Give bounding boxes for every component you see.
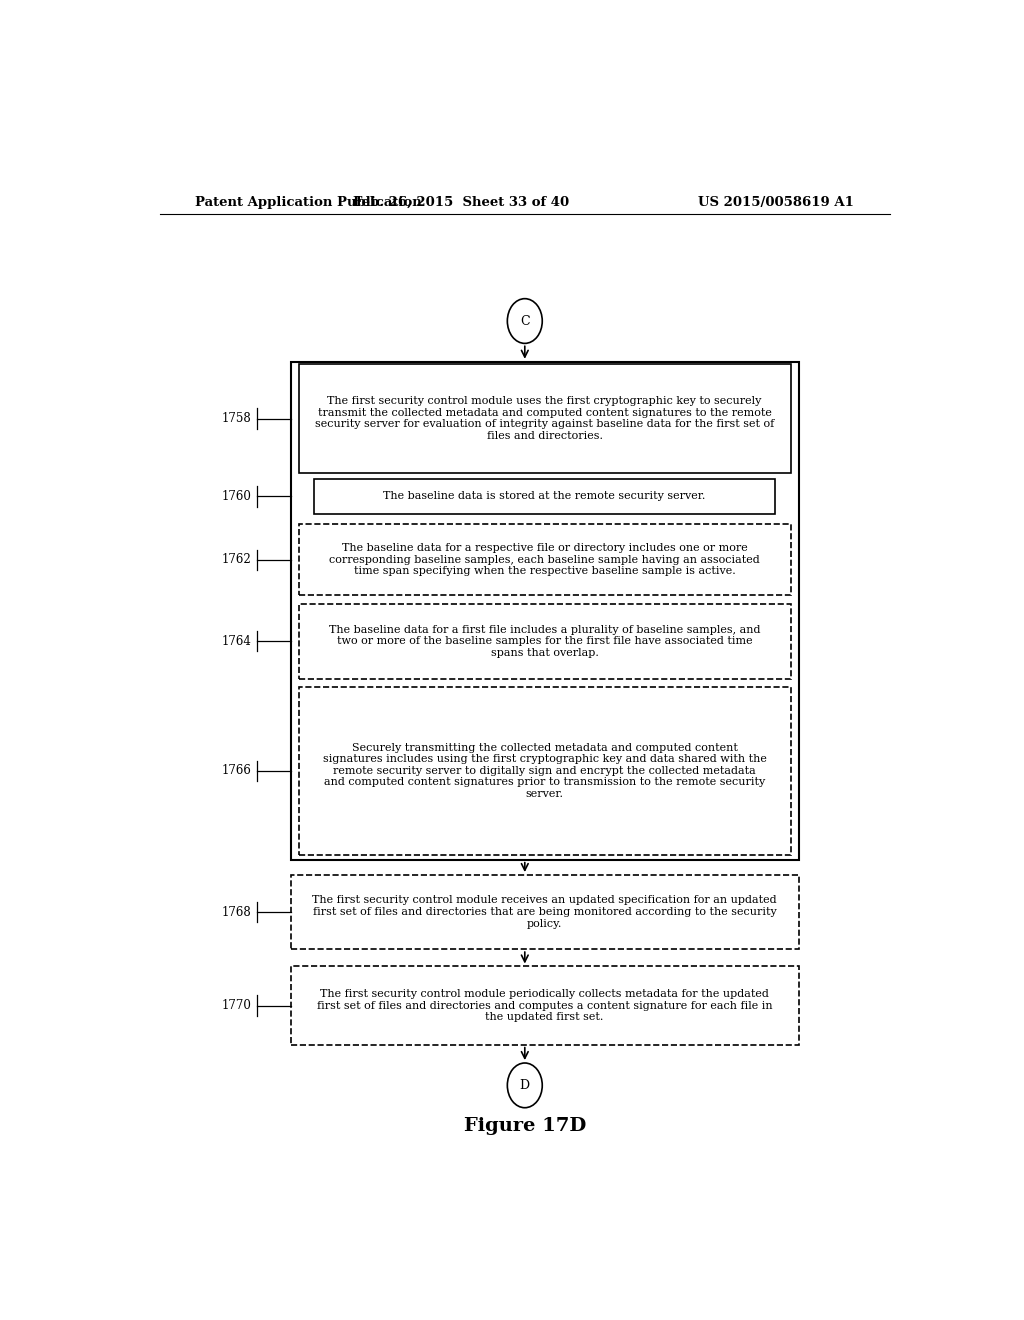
Text: 1760: 1760 xyxy=(221,490,251,503)
Text: Figure 17D: Figure 17D xyxy=(464,1117,586,1135)
Text: Feb. 26, 2015  Sheet 33 of 40: Feb. 26, 2015 Sheet 33 of 40 xyxy=(353,195,569,209)
Text: The first security control module uses the first cryptographic key to securely
t: The first security control module uses t… xyxy=(315,396,774,441)
Bar xyxy=(291,966,799,1044)
Text: US 2015/0058619 A1: US 2015/0058619 A1 xyxy=(698,195,854,209)
Text: The baseline data is stored at the remote security server.: The baseline data is stored at the remot… xyxy=(383,491,706,502)
Text: The baseline data for a respective file or directory includes one or more
corres: The baseline data for a respective file … xyxy=(330,544,760,577)
Text: 1762: 1762 xyxy=(221,553,251,566)
Text: C: C xyxy=(520,314,529,327)
Text: The first security control module periodically collects metadata for the updated: The first security control module period… xyxy=(316,989,772,1022)
Bar xyxy=(299,364,791,474)
Text: The first security control module receives an updated specification for an updat: The first security control module receiv… xyxy=(312,895,777,929)
Text: D: D xyxy=(520,1078,529,1092)
Text: Securely transmitting the collected metadata and computed content
signatures inc: Securely transmitting the collected meta… xyxy=(323,743,767,799)
Bar xyxy=(314,479,775,515)
Text: 1758: 1758 xyxy=(221,412,251,425)
Text: 1770: 1770 xyxy=(221,999,251,1012)
Bar xyxy=(299,524,791,595)
Text: 1766: 1766 xyxy=(221,764,251,777)
Text: 1764: 1764 xyxy=(221,635,251,648)
Bar xyxy=(299,603,791,678)
Text: Patent Application Publication: Patent Application Publication xyxy=(196,195,422,209)
Text: The baseline data for a first file includes a plurality of baseline samples, and: The baseline data for a first file inclu… xyxy=(329,624,761,657)
Bar xyxy=(291,875,799,949)
Bar xyxy=(291,362,799,859)
Text: 1768: 1768 xyxy=(221,906,251,919)
Bar xyxy=(299,686,791,854)
